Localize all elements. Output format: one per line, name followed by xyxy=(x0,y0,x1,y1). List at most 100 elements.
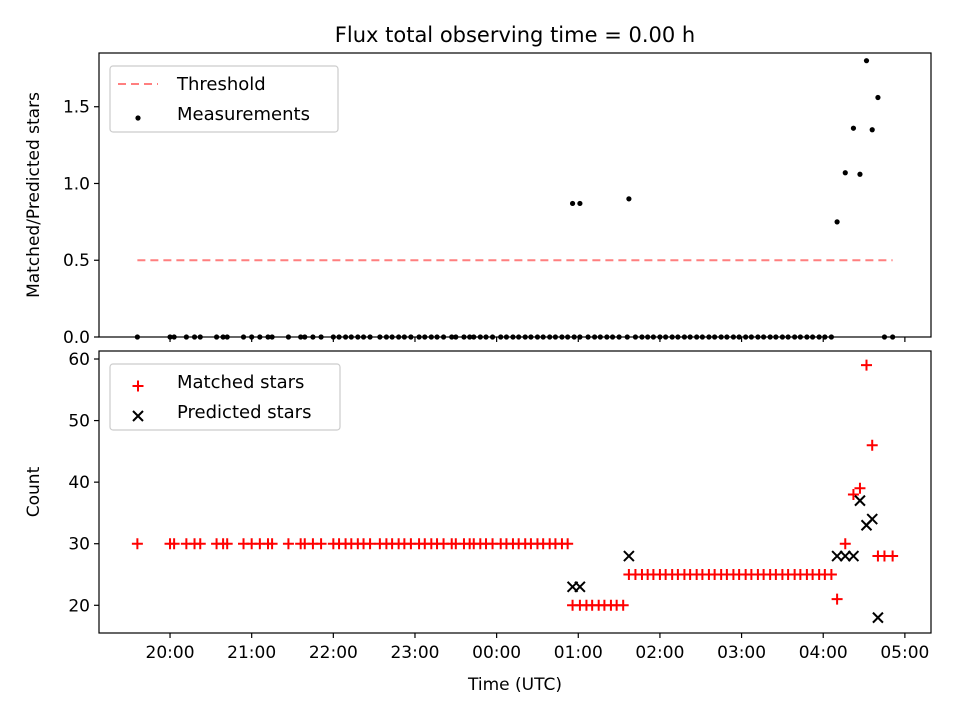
measurement-point xyxy=(681,334,688,340)
chart-title: Flux total observing time = 0.00 h xyxy=(335,23,695,47)
measurement-point xyxy=(528,334,534,340)
measurement-point xyxy=(336,334,342,340)
measurement-point xyxy=(220,334,226,340)
x-tick-label: 00:00 xyxy=(472,643,521,663)
measurement-point xyxy=(597,334,603,340)
measurement-point xyxy=(626,196,632,202)
matched-star-point xyxy=(282,538,294,550)
measurement-point xyxy=(767,334,773,340)
measurement-point xyxy=(540,334,546,340)
measurement-point xyxy=(552,334,559,340)
measurement-point xyxy=(687,334,693,340)
matched-star-point xyxy=(847,488,859,500)
x-tick-label: 22:00 xyxy=(309,643,358,663)
measurement-point xyxy=(240,334,247,340)
measurement-point xyxy=(569,200,576,207)
measurement-point xyxy=(699,334,705,340)
measurement-point xyxy=(706,334,712,340)
measurement-point xyxy=(850,125,857,131)
measurement-point xyxy=(675,334,681,340)
matched-star-point xyxy=(831,593,843,605)
y-axis-label: Count xyxy=(24,466,44,517)
measurement-point xyxy=(265,334,271,340)
measurement-point xyxy=(792,334,798,340)
measurement-point xyxy=(632,334,639,340)
measurement-point xyxy=(592,334,598,340)
measurement-point xyxy=(483,334,489,340)
measurement-point xyxy=(310,334,316,340)
matched-star-point xyxy=(887,550,899,562)
measurement-point xyxy=(355,334,361,340)
measurement-point xyxy=(804,334,810,340)
legend-box xyxy=(109,65,339,133)
measurement-point xyxy=(585,334,591,340)
measurement-point xyxy=(657,334,663,340)
predicted-star-point xyxy=(623,550,635,562)
y-tick-label: 1.5 xyxy=(63,98,90,118)
measurement-point xyxy=(797,334,803,340)
measurement-point xyxy=(828,334,834,340)
matched-star-point xyxy=(617,599,629,611)
legend-label: Predicted stars xyxy=(177,402,311,423)
matched-star-point xyxy=(194,538,206,550)
y-tick-label: 0.0 xyxy=(63,328,90,348)
predicted-star-point xyxy=(866,513,878,525)
predicted-star-point xyxy=(847,550,860,562)
measurement-point xyxy=(755,334,761,340)
measurement-point xyxy=(773,334,779,340)
measurement-point xyxy=(863,58,870,64)
matched-star-point xyxy=(131,538,143,550)
measurement-point xyxy=(761,334,767,340)
matched-star-point xyxy=(562,538,574,550)
legend-marker xyxy=(135,115,141,121)
measurement-point xyxy=(565,334,571,340)
measurement-point xyxy=(401,334,407,340)
measurement-point xyxy=(547,334,553,340)
legend-label: Matched stars xyxy=(177,372,304,393)
measurement-point xyxy=(269,334,275,340)
measurement-point xyxy=(377,334,383,340)
measurement-point xyxy=(298,334,304,340)
matched-star-point xyxy=(221,538,233,550)
measurement-point xyxy=(810,334,816,340)
measurement-point xyxy=(645,334,651,340)
y-tick-label: 20 xyxy=(68,596,90,616)
measurement-point xyxy=(367,334,373,340)
measurement-point xyxy=(779,334,785,340)
measurement-point xyxy=(712,334,718,340)
x-tick-label: 21:00 xyxy=(227,643,276,663)
measurement-point xyxy=(869,127,875,133)
x-axis-label: Time (UTC) xyxy=(467,675,562,695)
y-tick-label: 60 xyxy=(68,350,90,370)
measurement-point xyxy=(571,334,577,340)
y-tick-label: 30 xyxy=(68,535,90,555)
measurement-point xyxy=(890,334,896,340)
y-tick-label: 40 xyxy=(68,473,90,493)
measurement-point xyxy=(434,334,440,340)
measurement-point xyxy=(516,334,522,340)
x-tick-label: 03:00 xyxy=(717,643,766,663)
measurement-point xyxy=(816,334,822,340)
measurement-point xyxy=(191,334,198,340)
measurement-point xyxy=(449,334,455,340)
y-axis-label: Matched/Predicted stars xyxy=(24,92,44,298)
measurement-point xyxy=(257,334,263,340)
measurement-point xyxy=(730,334,737,340)
legend-label: Measurements xyxy=(177,104,310,125)
measurement-point xyxy=(842,170,848,176)
measurement-point xyxy=(342,334,349,340)
measurement-point xyxy=(639,334,645,340)
measurement-point xyxy=(471,334,477,340)
measurement-point xyxy=(624,334,630,340)
measurement-point xyxy=(440,334,447,340)
measurement-point xyxy=(318,334,324,340)
x-tick-label: 01:00 xyxy=(554,643,603,663)
measurement-point xyxy=(785,334,791,340)
measurement-point xyxy=(718,334,724,340)
legend-label: Threshold xyxy=(176,74,266,95)
legend-marker xyxy=(132,410,144,422)
matched-star-point xyxy=(168,538,180,550)
measurement-point xyxy=(467,334,473,340)
predicted-star-point xyxy=(831,550,843,562)
measurement-point xyxy=(724,334,730,340)
